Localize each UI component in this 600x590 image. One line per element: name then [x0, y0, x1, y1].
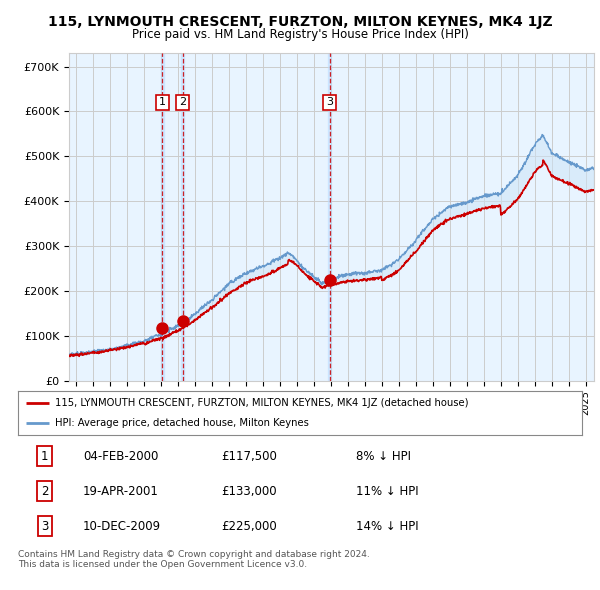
Text: 115, LYNMOUTH CRESCENT, FURZTON, MILTON KEYNES, MK4 1JZ: 115, LYNMOUTH CRESCENT, FURZTON, MILTON …	[47, 15, 553, 29]
Text: 1: 1	[159, 97, 166, 107]
Text: 3: 3	[326, 97, 333, 107]
Bar	[328, 53, 331, 381]
Text: 8% ↓ HPI: 8% ↓ HPI	[356, 450, 412, 463]
Text: 11% ↓ HPI: 11% ↓ HPI	[356, 484, 419, 498]
Text: 115, LYNMOUTH CRESCENT, FURZTON, MILTON KEYNES, MK4 1JZ (detached house): 115, LYNMOUTH CRESCENT, FURZTON, MILTON …	[55, 398, 468, 408]
Text: 2: 2	[179, 97, 187, 107]
Bar	[181, 53, 184, 381]
Text: 14% ↓ HPI: 14% ↓ HPI	[356, 520, 419, 533]
Text: Price paid vs. HM Land Registry's House Price Index (HPI): Price paid vs. HM Land Registry's House …	[131, 28, 469, 41]
Text: 2: 2	[41, 484, 48, 498]
Text: 04-FEB-2000: 04-FEB-2000	[83, 450, 158, 463]
Text: £117,500: £117,500	[221, 450, 277, 463]
Text: HPI: Average price, detached house, Milton Keynes: HPI: Average price, detached house, Milt…	[55, 418, 308, 428]
Text: 3: 3	[41, 520, 48, 533]
Bar	[161, 53, 164, 381]
Text: Contains HM Land Registry data © Crown copyright and database right 2024.
This d: Contains HM Land Registry data © Crown c…	[18, 550, 370, 569]
Text: £225,000: £225,000	[221, 520, 277, 533]
Text: 10-DEC-2009: 10-DEC-2009	[83, 520, 161, 533]
Text: £133,000: £133,000	[221, 484, 277, 498]
Text: 1: 1	[41, 450, 48, 463]
Text: 19-APR-2001: 19-APR-2001	[83, 484, 159, 498]
